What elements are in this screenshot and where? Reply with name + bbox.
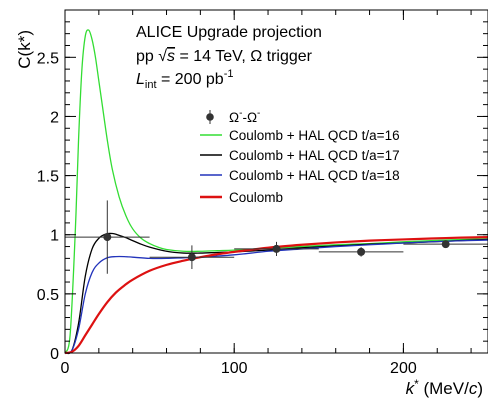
ticks-layer: 0 100 200 0 0.5 1 1.5 2 2.5 bbox=[37, 10, 488, 377]
legend-label-curve-hal-qcd-18: Coulomb + HAL QCD t/a=18 bbox=[229, 168, 400, 183]
data-point bbox=[357, 247, 366, 256]
curve-coulomb bbox=[64, 235, 488, 355]
legend-label-curve-hal-qcd-16: Coulomb + HAL QCD t/a=16 bbox=[229, 128, 400, 143]
data-point bbox=[441, 240, 450, 249]
y-tick-label: 2 bbox=[50, 109, 59, 126]
y-tick-label: 0 bbox=[50, 346, 59, 363]
legend-label-curve-hal-qcd-17: Coulomb + HAL QCD t/a=17 bbox=[229, 148, 400, 163]
x-tick-label: 0 bbox=[61, 360, 70, 377]
data-point bbox=[103, 233, 112, 242]
legend-lines: Coulomb + HAL QCD t/a=16 Coulomb + HAL QC… bbox=[200, 128, 400, 205]
data-point bbox=[187, 253, 196, 262]
curve-hal-qcd-16 bbox=[64, 29, 488, 354]
plot-frame bbox=[64, 9, 488, 354]
x-axis-title: k* (MeV/c) bbox=[406, 377, 483, 398]
annotation-experiment: ALICE Upgrade projection bbox=[136, 24, 322, 41]
y-tick-label: 1.5 bbox=[37, 169, 59, 186]
curves-layer bbox=[64, 29, 488, 355]
data-point bbox=[272, 244, 281, 253]
y-tick-label: 0.5 bbox=[37, 287, 59, 304]
x-tick-label: 100 bbox=[221, 360, 248, 377]
legend-marker-datapoint bbox=[206, 113, 214, 121]
annotation-energy: pp √s = 14 TeV, Ω trigger bbox=[136, 48, 313, 65]
legend-label-data: Ω--Ω- bbox=[229, 108, 260, 125]
x-tick-label: 200 bbox=[390, 360, 417, 377]
y-tick-label: 2.5 bbox=[37, 50, 59, 67]
y-axis-title: C(k*) bbox=[15, 30, 34, 69]
y-tick-label: 1 bbox=[50, 228, 59, 245]
legend-label-curve-coulomb: Coulomb bbox=[229, 190, 283, 205]
annotation-luminosity: Lint = 200 pb-1 bbox=[136, 68, 233, 91]
curve-hal-qcd-18 bbox=[64, 239, 488, 354]
data-points-layer bbox=[65, 200, 488, 274]
